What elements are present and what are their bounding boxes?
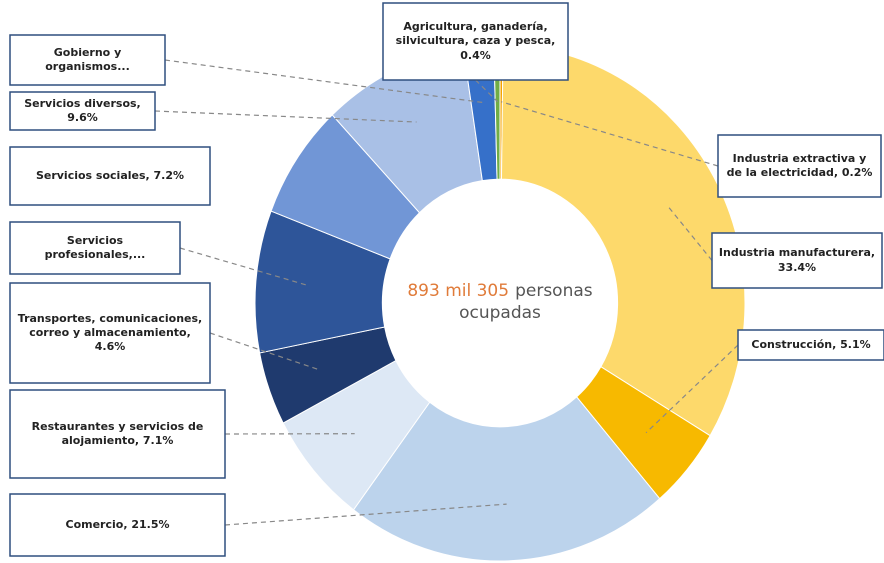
callout-label: Servicios sociales, 7.2% [35, 168, 185, 182]
callout: Comercio, 21.5% [65, 517, 170, 531]
leader-line [645, 344, 739, 434]
leader-line [179, 247, 310, 287]
callout-label: Industria extractiva y de la electricida… [726, 151, 873, 179]
leader-line [154, 110, 417, 123]
callout-box [9, 91, 156, 131]
leader-line [209, 332, 320, 371]
callout-box [9, 34, 166, 86]
center-text: 893 mil 305 personas [407, 281, 592, 301]
callout-label: Restaurantes y servicios de alojamiento,… [31, 419, 204, 447]
callout-box [9, 493, 226, 557]
callout-box [711, 232, 883, 289]
callout-box [9, 282, 211, 384]
leader-line [666, 204, 713, 261]
callout-box [737, 329, 884, 361]
callout-box [9, 389, 226, 479]
callout: Servicios diversos, 9.6% [24, 96, 141, 124]
callout-box [382, 2, 569, 81]
callout-box [9, 146, 211, 206]
callout-label: Gobierno y organismos... [45, 45, 130, 73]
callout-label: Agricultura, ganadería, silvicultura, ca… [395, 20, 556, 62]
callout-box [717, 134, 882, 198]
callout-label: Industria manufacturera, 33.4% [718, 246, 876, 274]
callout-label: Servicios profesionales,... [44, 233, 146, 261]
center-word: personas [515, 281, 593, 301]
center-text: ocupadas [459, 303, 541, 323]
callout-box [9, 221, 181, 275]
center-number: 893 mil 305 [407, 281, 509, 301]
callout: Restaurantes y servicios de alojamiento,… [31, 419, 204, 447]
callout-label: Servicios diversos, 9.6% [24, 96, 141, 124]
callout: Gobierno y organismos... [45, 45, 130, 73]
callout: Construcción, 5.1% [751, 337, 871, 351]
callout: Agricultura, ganadería, silvicultura, ca… [395, 20, 556, 62]
callout-label: Transportes, comunicaciones, correo y al… [17, 311, 203, 354]
leader-line [501, 101, 719, 167]
callout: Servicios profesionales,... [44, 233, 146, 261]
callout: Servicios sociales, 7.2% [35, 168, 185, 182]
donut-slice [352, 396, 661, 562]
callout-label: Comercio, 21.5% [65, 517, 170, 531]
donut-slice [500, 44, 746, 437]
callout: Industria extractiva y de la electricida… [726, 151, 873, 179]
callout: Transportes, comunicaciones, correo y al… [17, 311, 203, 354]
leader-line [224, 503, 507, 526]
callout: Industria manufacturera, 33.4% [718, 246, 876, 274]
callout-label: Construcción, 5.1% [751, 337, 871, 351]
